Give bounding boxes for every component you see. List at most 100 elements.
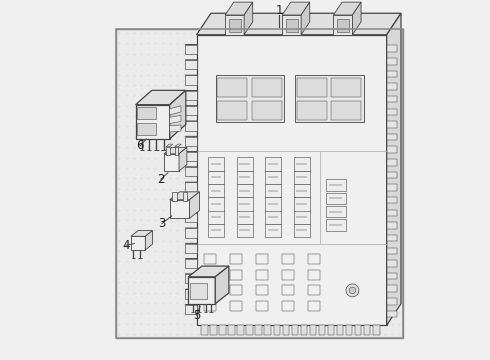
Polygon shape xyxy=(387,184,397,191)
Polygon shape xyxy=(185,182,197,183)
Bar xyxy=(294,210,310,224)
Bar xyxy=(230,270,242,280)
Polygon shape xyxy=(244,2,253,35)
Polygon shape xyxy=(136,105,170,139)
Bar xyxy=(294,171,310,184)
Bar xyxy=(230,285,242,295)
Bar xyxy=(331,78,361,97)
Bar xyxy=(326,206,345,217)
Bar xyxy=(191,283,207,300)
Bar xyxy=(230,254,242,264)
Text: 5: 5 xyxy=(193,309,200,322)
Bar xyxy=(116,30,403,338)
Bar xyxy=(204,285,216,295)
Bar xyxy=(204,301,216,311)
Polygon shape xyxy=(387,109,397,115)
Polygon shape xyxy=(131,236,146,250)
Bar xyxy=(308,270,320,280)
Polygon shape xyxy=(185,44,197,45)
Bar xyxy=(265,157,281,171)
Bar xyxy=(308,285,320,295)
Bar xyxy=(256,270,268,280)
Bar xyxy=(256,285,268,295)
Bar xyxy=(294,224,310,237)
Bar xyxy=(137,123,156,135)
Bar xyxy=(218,101,247,121)
Polygon shape xyxy=(265,325,271,335)
Polygon shape xyxy=(185,228,196,238)
Bar xyxy=(208,171,224,184)
Polygon shape xyxy=(387,147,397,153)
Bar xyxy=(251,101,282,121)
Polygon shape xyxy=(310,325,316,335)
Text: 2: 2 xyxy=(157,173,165,186)
Bar xyxy=(308,254,320,264)
Text: 4: 4 xyxy=(122,239,130,252)
Polygon shape xyxy=(185,243,196,253)
Bar xyxy=(265,171,281,184)
Bar xyxy=(183,192,187,201)
Polygon shape xyxy=(185,212,197,213)
Bar xyxy=(208,184,224,197)
Bar xyxy=(294,184,310,197)
Polygon shape xyxy=(185,90,197,91)
Polygon shape xyxy=(185,305,196,314)
Polygon shape xyxy=(387,298,397,305)
Polygon shape xyxy=(387,197,397,203)
Polygon shape xyxy=(170,115,181,123)
Polygon shape xyxy=(387,96,397,103)
Polygon shape xyxy=(185,60,196,69)
Polygon shape xyxy=(286,19,297,32)
Polygon shape xyxy=(136,90,186,105)
Bar xyxy=(297,78,327,97)
Polygon shape xyxy=(301,2,310,35)
Polygon shape xyxy=(387,285,397,292)
Polygon shape xyxy=(185,45,196,54)
Polygon shape xyxy=(387,58,397,64)
Polygon shape xyxy=(387,311,397,317)
Bar xyxy=(295,76,364,122)
Polygon shape xyxy=(283,325,289,335)
Polygon shape xyxy=(170,125,181,132)
Polygon shape xyxy=(196,13,401,35)
Bar xyxy=(237,224,253,237)
Circle shape xyxy=(349,287,356,294)
Polygon shape xyxy=(185,105,197,106)
Polygon shape xyxy=(387,45,397,52)
Bar xyxy=(326,179,345,191)
Polygon shape xyxy=(179,147,187,171)
Polygon shape xyxy=(387,121,397,128)
Polygon shape xyxy=(175,144,181,147)
Polygon shape xyxy=(185,198,196,207)
Polygon shape xyxy=(292,325,298,335)
Polygon shape xyxy=(166,144,173,147)
Polygon shape xyxy=(387,273,397,279)
Polygon shape xyxy=(185,289,196,299)
Polygon shape xyxy=(282,15,301,35)
Polygon shape xyxy=(328,325,334,335)
Polygon shape xyxy=(215,266,229,304)
Circle shape xyxy=(346,284,359,297)
Bar xyxy=(256,301,268,311)
Polygon shape xyxy=(301,325,307,335)
Bar xyxy=(282,301,294,311)
Polygon shape xyxy=(333,15,352,35)
Polygon shape xyxy=(188,277,215,304)
Polygon shape xyxy=(355,325,362,335)
Polygon shape xyxy=(210,325,217,335)
Polygon shape xyxy=(225,15,244,35)
Bar xyxy=(326,193,345,204)
Bar xyxy=(216,76,284,122)
Polygon shape xyxy=(387,71,397,77)
Polygon shape xyxy=(201,325,208,335)
Bar xyxy=(237,184,253,197)
Polygon shape xyxy=(387,210,397,216)
Polygon shape xyxy=(185,106,196,115)
Bar xyxy=(237,210,253,224)
Bar xyxy=(282,254,294,264)
Polygon shape xyxy=(185,258,197,259)
Polygon shape xyxy=(387,260,397,267)
Bar xyxy=(172,192,176,201)
Polygon shape xyxy=(319,325,325,335)
Text: 6: 6 xyxy=(137,139,144,152)
